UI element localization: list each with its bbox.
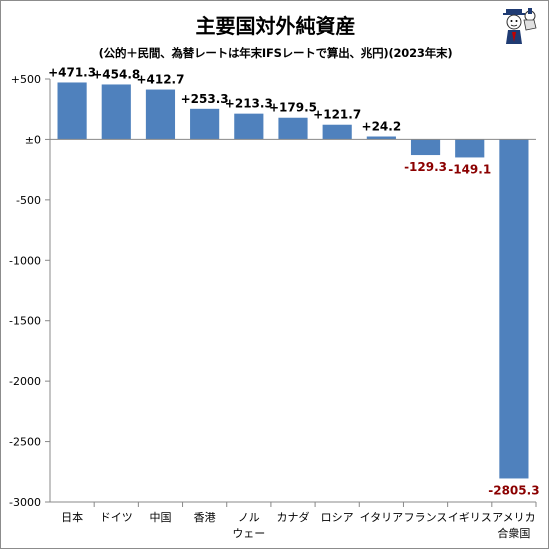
category-label: アメリカ [492,511,535,524]
data-label: -129.3 [404,160,447,174]
data-label: +121.7 [313,108,361,122]
y-tick-label: +500 [11,73,41,86]
data-label: +454.8 [92,67,140,81]
y-tick-label: -1500 [9,315,41,328]
category-label: イギリス [448,511,492,524]
category-label: フランス [404,511,448,524]
data-label: +253.3 [181,92,229,106]
y-tick-label: -3000 [9,496,41,509]
bar [499,139,529,479]
data-label: -2805.3 [488,483,539,497]
category-label: 日本 [61,510,83,524]
bar [278,117,308,140]
bar [234,113,264,140]
category-label: ノル [238,511,260,524]
category-label: 合衆国 [497,526,530,540]
category-label: ロシア [321,511,354,524]
bar [410,139,441,156]
y-tick-label: -2000 [9,375,41,388]
data-label: +412.7 [136,73,184,87]
chart-subtitle: (公的＋民間、為替レートは年末IFSレートで算出、兆円)(2023年末) [98,46,453,60]
y-tick-label: -2500 [9,436,41,449]
chart-title: 主要国対外純資産 [195,14,356,38]
bar [190,108,220,140]
category-label: イタリア [360,511,404,524]
bar [366,136,396,140]
bar [455,139,485,158]
data-label: +24.2 [362,120,402,134]
category-label: ウェー [232,527,265,540]
data-label: -149.1 [448,162,491,176]
bar [322,124,352,140]
y-tick-label: -500 [16,194,41,207]
category-label: ドイツ [100,511,133,524]
category-label: カナダ [277,510,310,524]
category-label: 中国 [149,511,171,524]
data-label: +179.5 [269,101,317,115]
bar [145,89,176,140]
data-label: +471.3 [48,65,96,79]
bar [101,84,131,140]
mascot-logo [503,8,537,44]
bar [57,82,87,140]
y-tick-label: -1000 [9,254,41,267]
data-label: +213.3 [225,97,273,111]
y-tick-label: ±0 [25,133,41,146]
category-label: 香港 [194,511,216,524]
